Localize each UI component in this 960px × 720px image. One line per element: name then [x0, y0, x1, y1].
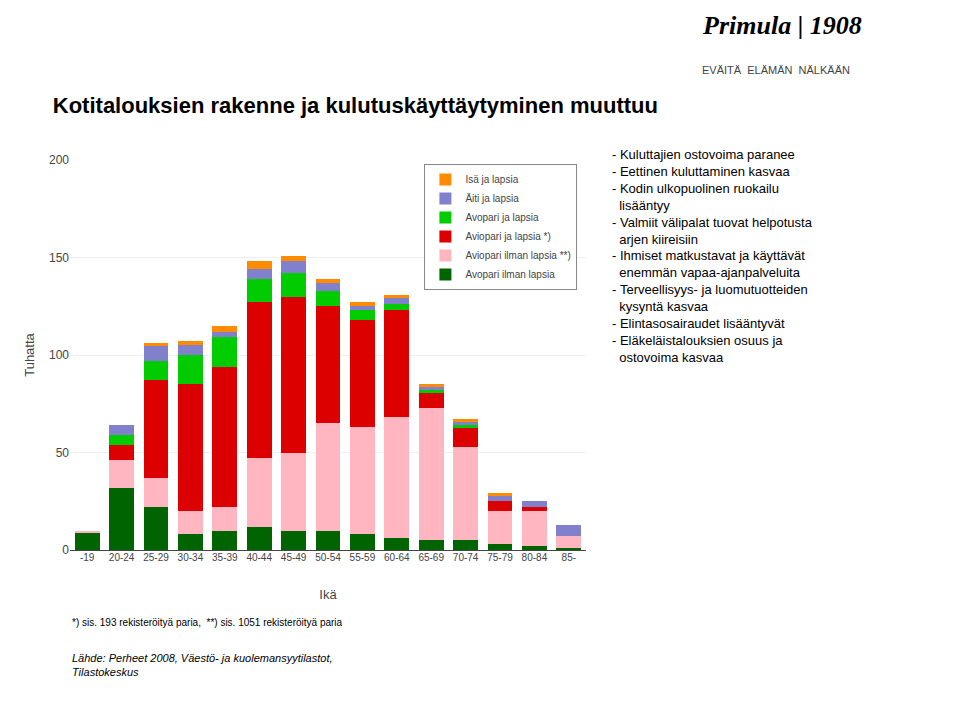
svg-text:Aviopari ilman lapsia **): Aviopari ilman lapsia **) — [465, 250, 570, 261]
svg-text:EVÄITÄ ELÄMÄN NÄLKÄÄN: EVÄITÄ ELÄMÄN NÄLKÄÄN — [702, 64, 850, 76]
svg-text:60-64: 60-64 — [384, 552, 410, 563]
svg-text:200: 200 — [49, 153, 69, 167]
svg-text:100: 100 — [49, 348, 69, 362]
svg-text:Äiti ja lapsia: Äiti ja lapsia — [465, 193, 519, 204]
svg-text:0: 0 — [62, 543, 69, 557]
svg-text:Isä ja lapsia: Isä ja lapsia — [465, 174, 518, 185]
svg-text:Avopari ilman lapsia: Avopari ilman lapsia — [465, 269, 555, 280]
svg-text:50-54: 50-54 — [315, 552, 341, 563]
svg-text:80-84: 80-84 — [522, 552, 548, 563]
svg-text:30-34: 30-34 — [178, 552, 204, 563]
svg-text:50: 50 — [56, 446, 70, 460]
svg-text:65-69: 65-69 — [418, 552, 444, 563]
svg-text:Kotitalouksien rakenne ja kulu: Kotitalouksien rakenne ja kulutuskäyttäy… — [53, 93, 658, 118]
svg-text:Tuhatta: Tuhatta — [22, 332, 37, 376]
svg-text:45-49: 45-49 — [281, 552, 307, 563]
svg-text:75-79: 75-79 — [487, 552, 513, 563]
svg-text:70-74: 70-74 — [453, 552, 479, 563]
svg-text:20-24: 20-24 — [109, 552, 135, 563]
svg-text:-19: -19 — [80, 552, 95, 563]
svg-text:Ikä: Ikä — [319, 587, 337, 602]
svg-text:40-44: 40-44 — [246, 552, 272, 563]
svg-text:35-39: 35-39 — [212, 552, 238, 563]
svg-text:85-: 85- — [562, 552, 576, 563]
svg-text:Aviopari ja lapsia *): Aviopari ja lapsia *) — [465, 231, 550, 242]
svg-text:25-29: 25-29 — [143, 552, 169, 563]
svg-text:*) sis. 193 rekisteröityä pari: *) sis. 193 rekisteröityä paria, **) sis… — [72, 617, 343, 628]
svg-text:- Kuluttajien ostovoima parane: - Kuluttajien ostovoima paranee- Eettine… — [612, 147, 813, 365]
svg-text:Avopari ja lapsia: Avopari ja lapsia — [465, 212, 539, 223]
svg-text:Lähde: Perheet 2008, Väestö- j: Lähde: Perheet 2008, Väestö- ja kuoleman… — [72, 652, 333, 678]
svg-text:Primula | 1908: Primula | 1908 — [702, 11, 862, 40]
svg-text:150: 150 — [49, 251, 69, 265]
svg-text:55-59: 55-59 — [350, 552, 376, 563]
